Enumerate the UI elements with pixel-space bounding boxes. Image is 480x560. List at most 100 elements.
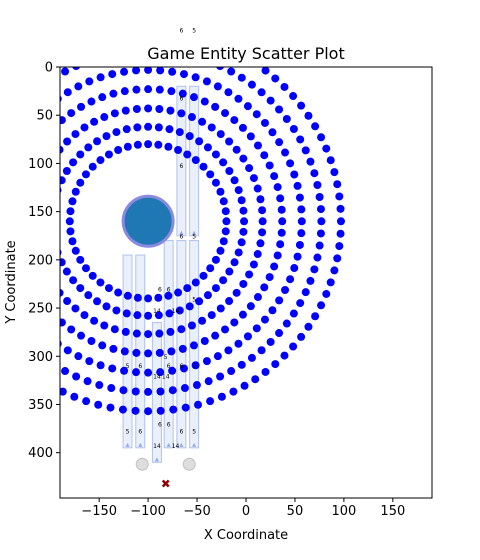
ring-point [273,251,282,260]
ring-point [311,122,320,131]
ring-point [185,302,194,311]
ring-point [70,392,79,401]
ring-point [23,273,31,281]
ring-point [289,309,298,318]
ring-point [261,367,270,376]
x-tick-label: −50 [183,504,210,519]
ring-point [207,123,216,132]
ring-point [156,67,165,75]
ring-point [85,77,94,86]
ring-point [63,297,72,306]
ring-point [275,296,284,305]
ring-point [213,82,222,91]
ring-point [76,150,85,159]
ring-point [18,172,26,180]
ring-point [183,284,192,293]
ring-point [234,248,243,257]
ring-point [336,217,345,226]
entity-label: 5 [192,27,196,34]
ring-point [206,264,215,273]
ring-point [0,253,3,261]
ring-point [297,217,306,226]
gray-marker-1 [182,457,196,471]
ring-point [119,48,127,56]
ring-point [132,67,141,75]
entity-column-4 [176,240,187,449]
y-tick-label: 150 [28,205,53,220]
entity-label: 14 [172,308,180,315]
ring-point [247,353,256,362]
ring-point [202,357,211,366]
y-tick-label: 300 [28,350,53,365]
ring-point [265,161,274,170]
entity-label: 6 [158,422,162,429]
ring-point [109,344,118,353]
ring-point [94,34,102,42]
ring-point [13,106,21,114]
ring-point [322,289,331,298]
ring-point [198,117,207,126]
ring-point [180,384,189,393]
ring-point [120,347,129,356]
ring-point [296,135,305,144]
ring-point [221,109,230,118]
ring-point [69,276,78,285]
ring-point [181,403,190,412]
ring-point [66,227,75,236]
ring-point [108,70,117,79]
ring-point [37,375,45,383]
ring-point [304,322,313,331]
ring-point [40,81,48,89]
ring-point [80,311,89,320]
ring-point [221,325,230,334]
ring-point [106,31,114,39]
ring-point [183,150,192,159]
ring-point [110,109,119,118]
ring-point [60,288,64,297]
ring-point [194,34,202,42]
ring-point [8,352,16,360]
ring-point [120,67,129,76]
ring-point [131,387,140,396]
entity-label: 6 [179,234,183,241]
ring-point [20,128,28,136]
ring-point [10,229,18,237]
ring-point [165,309,174,318]
ring-point [164,142,173,151]
target-marker [161,479,170,488]
ring-point [28,283,36,291]
ring-point [67,325,76,334]
ring-point [191,156,200,165]
ring-point [260,283,269,292]
ring-point [200,97,209,106]
ring-point [106,403,115,412]
ring-point [297,101,306,110]
ring-point [177,109,186,118]
ring-point [49,124,57,132]
ring-point [27,316,35,324]
ring-point [12,194,20,202]
ring-point [271,74,280,83]
ring-point [195,297,204,306]
ring-point [273,183,282,192]
ring-point [144,67,153,74]
ring-point [114,146,123,155]
ring-point [168,67,177,76]
ring-point [224,346,233,355]
ring-point [224,88,233,97]
ring-point [76,255,85,264]
ring-point [322,144,331,153]
ring-point [120,366,129,375]
ring-point [88,271,97,280]
ring-point [317,301,326,310]
ring-point [282,319,291,328]
ring-point [179,70,188,79]
ring-point [32,239,40,247]
ring-point [118,405,127,414]
ring-point [155,329,164,338]
ring-point [204,377,213,386]
ring-point [41,132,49,140]
y-tick-label: 400 [28,446,53,461]
ring-point [67,109,76,118]
